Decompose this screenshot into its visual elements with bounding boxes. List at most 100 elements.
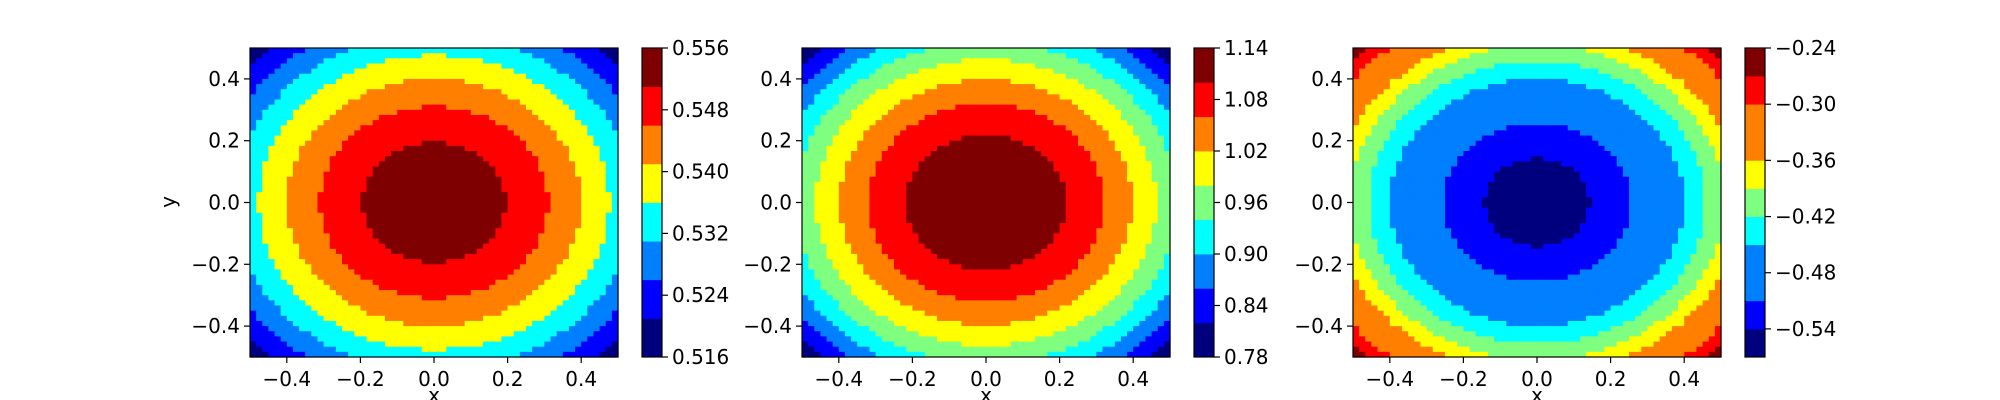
contour-cell [274,284,282,291]
contour-cell [544,238,552,245]
contour-cell [930,151,938,157]
contour-cell [611,331,619,337]
contour-cell [434,300,441,307]
contour-cell [440,156,447,162]
contour-cell [538,326,545,332]
contour-cell [372,341,380,348]
contour-cell [464,125,472,131]
contour-cell [360,176,368,183]
contour-cell [329,326,337,332]
contour-cell [1090,94,1097,101]
contour-cell [427,166,435,173]
contour-cell [329,259,337,265]
contour-cell [1157,78,1165,85]
contour-cell [513,290,521,296]
contour-cell [384,331,392,337]
contour-cell [378,145,386,152]
contour-cell [476,156,484,162]
contour-cell [329,151,337,157]
contour-cell [568,104,576,111]
contour-cell [329,89,337,95]
contour-cell [311,140,319,147]
contour-cell [507,217,515,224]
contour-cell [851,99,858,106]
contour-cell [464,120,472,126]
contour-cell [581,274,588,281]
contour-cell [483,78,490,85]
contour-cell [1004,73,1012,80]
contour-cell [329,284,337,291]
contour-cell [1016,99,1024,106]
contour-cell [599,269,607,276]
contour-cell [1035,114,1042,121]
contour-cell [434,99,441,106]
contour-cell [550,114,558,121]
contour-cell [562,336,570,343]
contour-cell [513,274,521,281]
contour-cell [519,228,527,234]
contour-cell [1133,120,1140,126]
contour-cell [887,53,895,59]
contour-cell [415,341,423,348]
contour-cell [998,156,1005,162]
contour-cell [1053,48,1061,54]
contour-cell [262,84,269,90]
contour-cell [250,156,257,162]
contour-cell [317,331,325,337]
contour-cell [415,259,423,265]
contour-cell [489,315,496,322]
contour-cell [1090,53,1097,59]
contour-cell [372,161,380,168]
contour-cell [1016,68,1024,75]
contour-cell [599,207,607,214]
contour-cell [409,48,417,54]
contour-cell [372,284,380,291]
contour-cell [415,135,423,142]
contour-cell [507,181,515,188]
contour-cell [894,145,901,152]
contour-cell [458,331,466,337]
contour-cell [575,223,582,229]
contour-cell [452,223,460,229]
contour-cell [1090,114,1097,121]
contour-cell [262,228,269,234]
contour-cell [464,351,472,358]
y-axis-label-1: y [156,196,180,208]
contour-cell [397,156,404,162]
contour-cell [409,351,417,358]
contour-cell [532,346,539,353]
contour-cell [348,63,355,70]
contour-cell [256,156,263,162]
contour-cell [1053,63,1061,70]
contour-cell [599,228,607,234]
contour-cell [403,233,411,240]
contour-cell [397,269,404,276]
contour-cell [936,68,944,75]
contour-cell [464,140,472,147]
contour-cell [979,78,987,85]
contour-cell [329,84,337,90]
contour-cell [875,89,883,95]
contour-cell [378,248,386,255]
contour-cell [348,104,355,111]
contour-cell [943,156,950,162]
contour-cell [544,171,552,178]
contour-cell [323,217,331,224]
contour-cell [526,187,533,193]
contour-cell [562,145,570,152]
contour-cell [538,104,545,111]
contour-cell [526,233,533,240]
contour-cell [832,89,840,95]
contour-cell [1157,145,1165,152]
contour-cell [262,341,269,348]
contour-cell [458,63,466,70]
contour-cell [342,104,349,111]
x-axis-1: −0.4 −0.2 0.0 0.2 0.4 [263,357,597,391]
contour-cell [317,120,325,126]
contour-cell [513,156,521,162]
contour-cell [403,114,411,121]
contour-cell [544,346,552,353]
contour-cell [384,192,392,198]
contour-cell [1078,135,1085,142]
contour-cell [378,284,386,291]
